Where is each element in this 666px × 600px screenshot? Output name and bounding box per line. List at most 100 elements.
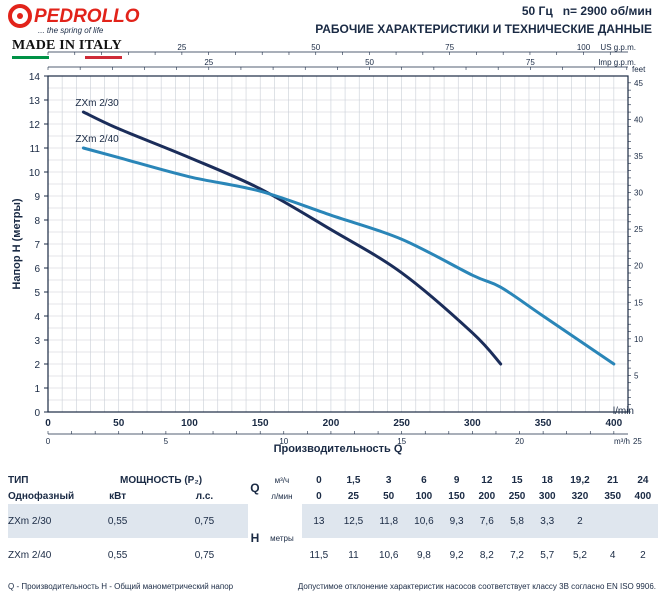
m3h-value: 12 xyxy=(481,474,493,486)
model-name: ZXm 2/40 xyxy=(8,549,52,561)
feet-tick-label: 25 xyxy=(634,225,643,234)
head-value: 5,7 xyxy=(540,549,555,561)
hp-header: л.с. xyxy=(195,490,214,502)
us-gpm-tick-label: 100 xyxy=(577,43,591,52)
head-value: 11 xyxy=(348,549,359,561)
y-tick-label: 7 xyxy=(34,240,40,251)
m3h-tick-label: 20 xyxy=(515,437,524,446)
y-tick-label: 4 xyxy=(34,312,40,323)
spec-table: ТИП МОЩНОСТЬ (P₂) Q м³/ч 0 1,5 3 6 9 12 15 18 19… xyxy=(8,472,658,572)
head-value: 10,6 xyxy=(378,549,399,561)
table-row: ZXm 2/40 0,55 0,75 11,5 11 10,6 9,8 9,2 8,2 7,… xyxy=(8,538,658,572)
y-tick-label: 3 xyxy=(34,336,40,347)
m3h-unit: м³/ч xyxy=(274,475,290,485)
y-tick-label: 14 xyxy=(29,72,41,83)
m3h-value: 15 xyxy=(511,474,523,486)
lmin-value: 150 xyxy=(448,490,465,502)
head-value: 9,3 xyxy=(441,504,472,538)
page-title: РАБОЧИЕ ХАРАКТЕРИСТИКИ И ТЕХНИЧЕСКИЕ ДАН… xyxy=(315,22,652,36)
head-value: 5,8 xyxy=(501,504,533,538)
head-value: 2 xyxy=(562,504,598,538)
y-tick-label: 2 xyxy=(34,360,40,371)
phase-label: Однофазный xyxy=(8,490,75,502)
m3h-tick-label: 5 xyxy=(164,437,169,446)
series-line-1 xyxy=(81,110,503,366)
head-value: 7,2 xyxy=(510,549,524,561)
us-gpm-label: US g.p.m. xyxy=(600,43,636,52)
q-label: Q xyxy=(250,481,260,495)
feet-unit: feet xyxy=(632,65,646,74)
type-header: ТИП xyxy=(8,474,29,486)
head-value: 8,2 xyxy=(479,549,494,561)
y-axis-label: Напор H (метры) xyxy=(11,198,23,289)
x-tick-label: 0 xyxy=(45,418,51,429)
table-header-row: ТИП МОЩНОСТЬ (P₂) Q м³/ч 0 1,5 3 6 9 12 15 18 19… xyxy=(8,472,658,496)
head-value: 13 xyxy=(301,504,336,538)
m3h-value: 3 xyxy=(385,474,392,486)
imp-gpm-tick-label: 75 xyxy=(526,58,535,67)
y-tick-label: 11 xyxy=(30,144,41,155)
lmin-value: 400 xyxy=(634,490,652,502)
series-line-2 xyxy=(81,146,616,366)
x-unit: l/min xyxy=(613,406,634,417)
imp-gpm-tick-label: 50 xyxy=(365,58,374,67)
hp-value: 0,75 xyxy=(161,504,248,538)
feet-tick-label: 10 xyxy=(634,335,643,344)
lmin-value: 25 xyxy=(347,490,359,502)
us-gpm-tick-label: 50 xyxy=(311,43,320,52)
head-value: 9,8 xyxy=(416,549,431,561)
head-value xyxy=(597,504,628,538)
head-value: 4 xyxy=(609,549,616,561)
feet-tick-label: 15 xyxy=(634,298,643,307)
model-name: ZXm 2/30 xyxy=(8,504,75,538)
m3h-value: 0 xyxy=(316,474,322,486)
lmin-value: 100 xyxy=(415,490,433,502)
lmin-value: 50 xyxy=(383,490,395,502)
y-tick-label: 0 xyxy=(34,408,40,419)
x-tick-label: 400 xyxy=(606,418,623,429)
lmin-value: 250 xyxy=(508,490,526,502)
x-axis-label: Производительность Q xyxy=(274,443,403,455)
imp-gpm-tick-label: 25 xyxy=(204,58,213,67)
brand-name: PEDROLLO xyxy=(34,6,140,27)
feet-tick-label: 40 xyxy=(634,115,643,124)
feet-tick-label: 5 xyxy=(634,371,639,380)
lmin-unit: л/мин xyxy=(271,491,293,501)
power-header: МОЩНОСТЬ (P₂) xyxy=(119,474,203,486)
y-tick-label: 6 xyxy=(34,264,40,275)
m3h-value: 19,2 xyxy=(570,474,590,486)
h-label: H xyxy=(247,504,262,572)
series-label: ZXm 2/30 xyxy=(75,98,119,109)
footer-legend: Q - Производительность H - Общий маномет… xyxy=(8,582,234,591)
m3h-value: 24 xyxy=(637,474,649,486)
freq-text: 50 Гц xyxy=(521,4,553,18)
y-tick-label: 5 xyxy=(34,288,40,299)
lmin-value: 300 xyxy=(538,490,556,502)
feet-tick-label: 35 xyxy=(634,152,643,161)
kw-header: кВт xyxy=(109,490,127,502)
footer-note: Допустимое отклонение характеристик насо… xyxy=(297,582,656,591)
y-tick-label: 8 xyxy=(34,216,40,227)
y-tick-label: 12 xyxy=(29,120,41,131)
pedrollo-logo: PEDROLLO ... the spring of life xyxy=(8,4,140,35)
m3h-value: 6 xyxy=(421,474,427,486)
x-tick-label: 350 xyxy=(535,418,552,429)
m3h-value: 1,5 xyxy=(346,474,361,486)
x-tick-label: 300 xyxy=(464,418,481,429)
table-subheader-row: Однофазный кВт л.с. л/мин 0 25 50 100 150 200… xyxy=(8,488,658,504)
head-value: 12,5 xyxy=(335,504,372,538)
m3h-tick-label: 15 xyxy=(397,437,406,446)
head-value: 2 xyxy=(640,549,646,561)
us-gpm-tick-label: 75 xyxy=(445,43,454,52)
y-tick-label: 13 xyxy=(29,96,41,107)
x-tick-label: 250 xyxy=(393,418,410,429)
made-in-label: MADE IN ITALY xyxy=(12,38,122,53)
m3h-value: 9 xyxy=(453,474,460,486)
y-tick-label: 10 xyxy=(29,168,41,179)
m3h-value: 21 xyxy=(607,474,619,486)
kw-value: 0,55 xyxy=(74,504,162,538)
italy-flag xyxy=(12,56,123,59)
y-tick-label: 9 xyxy=(34,192,40,203)
lmin-value: 320 xyxy=(571,490,589,502)
